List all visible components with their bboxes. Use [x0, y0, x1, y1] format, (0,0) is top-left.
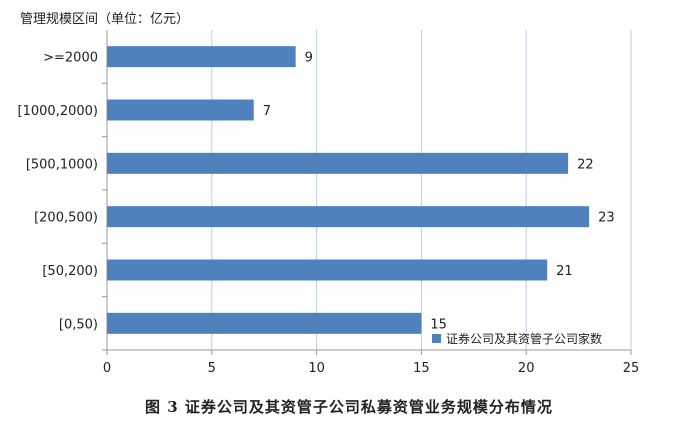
category-label-4: [50,200)	[42, 264, 98, 279]
bar-3	[107, 206, 590, 228]
bar-5	[107, 312, 422, 334]
bar-2	[107, 152, 569, 174]
y-axis-title: 管理规模区间（单位：亿元）	[20, 12, 190, 27]
bar-4	[107, 259, 548, 281]
data-label-3: 23	[598, 211, 615, 226]
category-label-2: [500,1000)	[26, 157, 98, 172]
figure-caption: 图 3 证券公司及其资管子公司私募资管业务规模分布情况	[145, 398, 553, 416]
x-tick-label-1: 5	[208, 361, 216, 376]
bar-1	[107, 99, 254, 121]
data-label-0: 9	[305, 51, 313, 66]
x-tick-label-2: 10	[308, 361, 325, 376]
legend-swatch	[432, 334, 441, 343]
x-tick-label-4: 20	[518, 361, 535, 376]
data-label-2: 22	[577, 157, 594, 172]
category-label-5: [0,50)	[59, 317, 98, 332]
category-label-0: >=2000	[43, 51, 98, 66]
bar-0	[107, 46, 296, 68]
x-tick-label-3: 15	[413, 361, 430, 376]
x-tick-label-5: 25	[623, 361, 640, 376]
category-label-3: [200,500)	[34, 211, 98, 226]
data-label-5: 15	[430, 317, 447, 332]
data-label-4: 21	[556, 264, 573, 279]
x-tick-label-0: 0	[103, 361, 111, 376]
legend-label: 证券公司及其资管子公司家数	[446, 331, 602, 346]
data-label-1: 7	[263, 104, 271, 119]
category-label-1: [1000,2000)	[18, 104, 98, 119]
